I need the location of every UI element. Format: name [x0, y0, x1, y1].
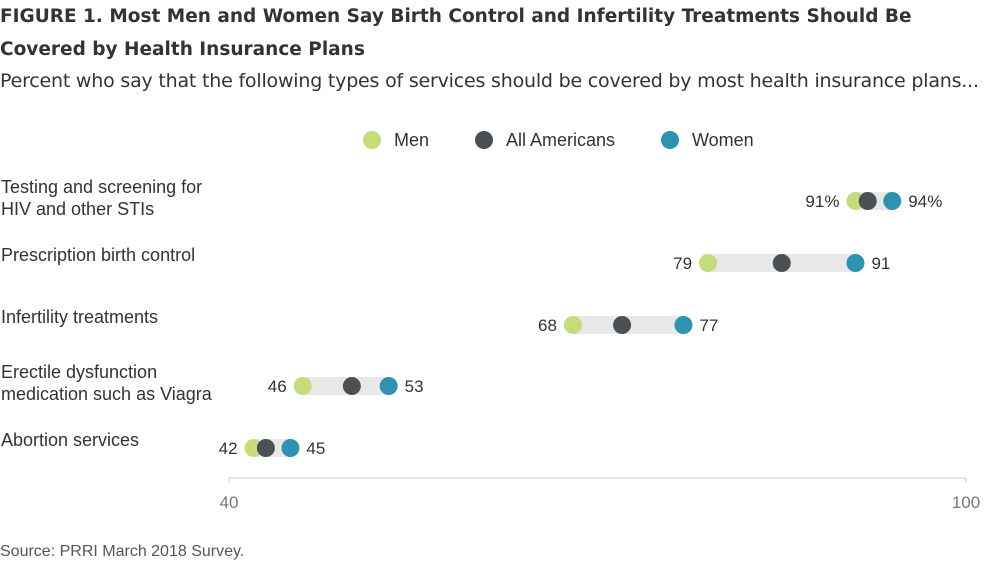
dot-all-americans [858, 192, 877, 210]
legend-label: Women [692, 130, 754, 150]
category-label: Prescription birth control [1, 245, 195, 265]
category-label: Erectile dysfunction [1, 362, 157, 382]
value-label-women: 91 [871, 254, 890, 273]
value-label-men: 91% [805, 192, 839, 211]
category-label: medication such as Viagra [1, 384, 213, 404]
value-label-men: 79 [673, 254, 692, 273]
dot-men [563, 316, 582, 334]
legend-swatch [475, 131, 493, 149]
dot-men [699, 254, 718, 272]
dot-all-americans [772, 254, 791, 272]
legend-swatch [363, 131, 381, 149]
value-label-men: 42 [219, 439, 238, 458]
legend-swatch [661, 131, 679, 149]
dot-all-americans [342, 377, 361, 395]
category-label: Infertility treatments [1, 307, 158, 327]
legend-label: All Americans [506, 130, 615, 150]
dot-all-americans [613, 316, 632, 334]
legend-label: Men [394, 130, 429, 150]
value-label-women: 77 [699, 316, 718, 335]
dot-all-americans [256, 439, 275, 457]
category-label: Testing and screening for [1, 177, 202, 197]
value-label-men: 68 [538, 316, 557, 335]
value-label-women: 94% [908, 192, 942, 211]
dot-women [379, 377, 398, 395]
dot-women [846, 254, 865, 272]
figure-subtitle: Percent who say that the following types… [0, 70, 979, 92]
dot-women [883, 192, 902, 210]
x-tick-label: 100 [952, 493, 980, 512]
value-label-women: 45 [306, 439, 325, 458]
x-tick-label: 40 [220, 493, 239, 512]
category-label: HIV and other STIs [1, 199, 154, 219]
value-label-men: 46 [268, 377, 287, 396]
source-note: Source: PRRI March 2018 Survey. [0, 543, 245, 560]
value-label-women: 53 [405, 377, 424, 396]
dot-men [293, 377, 312, 395]
dot-women [281, 439, 300, 457]
figure-title: FIGURE 1. Most Men and Women Say Birth C… [0, 6, 912, 60]
category-label: Abortion services [1, 430, 139, 450]
dot-women [674, 316, 693, 334]
